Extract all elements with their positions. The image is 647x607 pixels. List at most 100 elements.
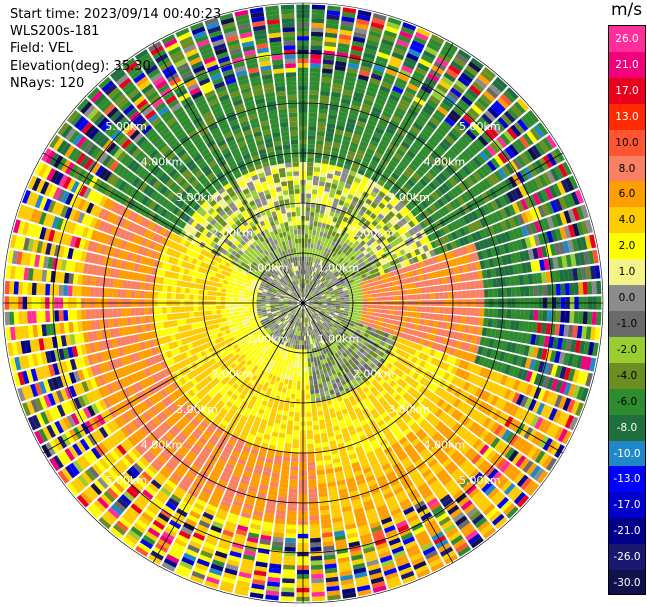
ppi-gate [371,346,377,352]
ppi-gate [444,268,451,276]
ppi-gate [512,436,523,449]
ppi-gate [372,277,378,282]
ppi-gate [419,486,431,496]
ppi-gate [333,226,339,233]
ppi-gate [334,232,340,239]
ppi-gate [290,466,299,471]
ppi-gate [434,307,440,314]
ppi-gate [372,372,379,379]
ppi-gate [536,322,543,334]
ppi-gate [419,238,426,246]
ppi-gate [377,51,390,60]
ppi-gate [464,405,473,416]
ppi-gate [518,274,525,286]
ppi-gate [563,324,570,337]
ppi-gate [470,290,476,298]
ppi-gate [554,394,563,408]
ppi-gate [360,206,368,213]
ppi-gate [322,279,327,284]
ppi-gate [529,385,538,398]
ppi-gate [283,406,289,412]
ppi-gate [435,175,444,185]
ppi-gate [426,42,441,52]
ppi-gate [386,236,393,244]
ppi-gate [382,34,396,43]
ppi-gate [325,132,334,138]
ppi-gate [322,218,328,224]
ppi-gate [383,283,389,288]
ppi-gate [335,298,341,301]
ppi-gate [411,242,418,250]
ppi-gate [536,190,546,204]
ppi-gate [370,315,376,320]
ppi-gate [422,325,429,333]
ppi-gate [538,418,548,432]
ppi-gate [336,161,344,168]
ppi-gate [491,371,500,382]
ppi-gate [383,30,398,39]
ppi-gate [309,94,319,100]
ppi-gate [383,332,390,338]
ppi-gate [406,252,413,259]
ppi-gate [361,314,367,318]
ppi-gate [320,318,325,323]
ppi-gate [494,397,503,409]
ppi-gate [333,336,338,342]
ppi-gate [279,483,289,489]
ppi-gate [374,382,382,390]
ppi-gate [335,296,341,299]
ppi-gate [328,287,333,291]
ppi-gate [515,200,525,212]
ppi-gate [367,308,372,312]
ppi-gate [571,238,579,252]
ppi-gate [400,278,407,285]
ppi-gate [310,542,322,548]
ppi-gate [470,536,484,549]
ppi-gate [438,411,447,421]
ppi-gate [331,202,338,209]
ppi-gate [452,291,458,299]
ppi-gate [557,428,568,443]
ppi-gate [403,383,411,392]
ppi-gate [284,360,289,366]
ppi-gate [308,479,317,485]
ppi-gate [415,168,425,178]
ppi-gate [360,180,368,187]
ppi-gate [381,38,395,47]
ppi-gate [379,288,385,293]
ppi-gate [372,209,380,216]
ppi-gate [396,148,406,157]
ppi-gate [312,370,317,376]
ppi-gate [308,301,314,303]
ppi-gate [396,220,404,228]
ppi-gate [423,379,431,388]
ppi-gate [427,341,434,349]
ppi-gate [576,205,585,220]
ppi-gate [343,187,350,194]
ppi-gate [329,321,334,326]
ppi-gate [487,106,500,119]
ppi-gate [412,197,421,206]
ppi-gate [492,318,498,328]
ppi-gate [296,389,301,395]
ppi-gate [392,402,400,410]
ppi-gate [316,131,325,137]
ppi-gate [404,367,412,375]
ppi-gate [510,488,523,502]
ppi-gate [324,247,329,253]
ppi-gate [311,276,314,281]
ppi-gate [311,18,325,24]
ppi-gate [340,281,345,285]
ppi-gate [379,227,386,235]
ppi-gate [447,223,455,232]
ppi-gate [285,374,290,380]
ppi-gate [377,213,385,220]
ppi-gate [322,300,327,302]
ppi-gate [359,65,372,73]
ppi-gate [368,278,374,284]
ppi-gate [470,232,479,242]
ppi-gate [292,439,299,444]
ppi-gate [441,427,451,437]
ppi-gate [412,256,419,263]
ppi-gate [345,337,351,342]
